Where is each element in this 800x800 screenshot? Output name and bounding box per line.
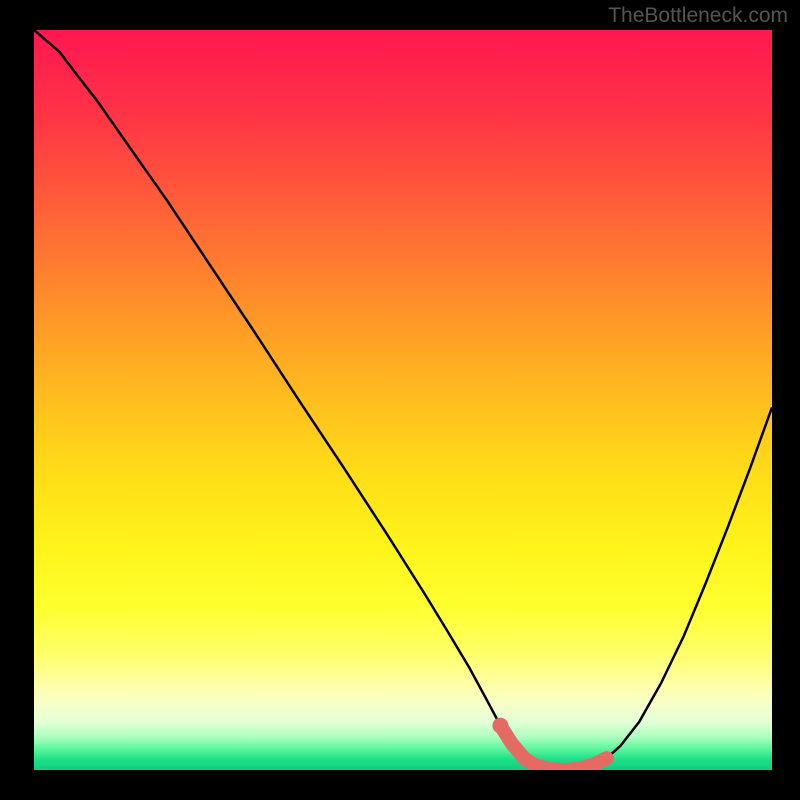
chart-svg <box>0 0 800 800</box>
frame-right <box>772 0 800 800</box>
frame-left <box>0 0 34 800</box>
plot-background <box>34 30 772 770</box>
watermark-text: TheBottleneck.com <box>608 4 788 28</box>
frame-bottom <box>0 770 800 800</box>
bottleneck-chart: TheBottleneck.com <box>0 0 800 800</box>
